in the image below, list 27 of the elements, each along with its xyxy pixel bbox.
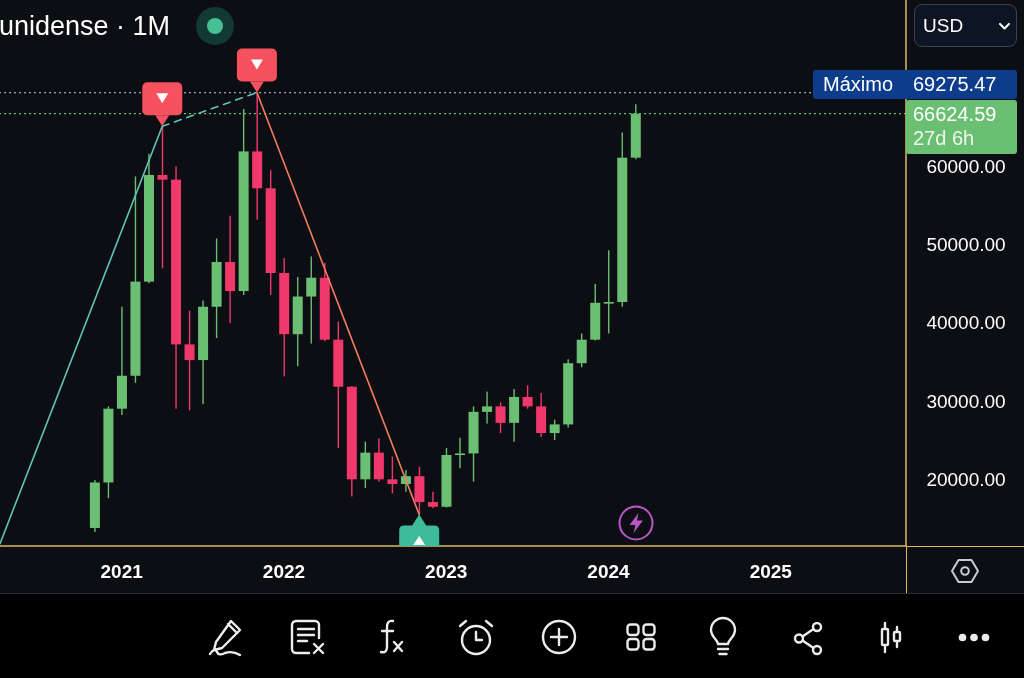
x-tick-label: 2025 — [749, 560, 793, 582]
candlestick — [495, 401, 506, 434]
y-tick-label: 40000.00 — [926, 311, 1006, 333]
y-axis-title: USD — [923, 15, 964, 36]
candlestick — [387, 455, 398, 495]
candlestick — [549, 419, 560, 441]
candlestick — [455, 437, 465, 470]
candlestick — [306, 255, 317, 345]
ref-line-label: Máximo — [823, 72, 894, 95]
x-tick-label: 2021 — [100, 560, 144, 582]
x-tick-label: 2023 — [425, 560, 468, 582]
x-tick-label: 2024 — [587, 560, 631, 582]
candlestick — [184, 309, 195, 411]
candlestick — [482, 390, 493, 425]
y-tick-label: 60000.00 — [926, 155, 1006, 177]
y-tick-label: 20000.00 — [926, 468, 1006, 490]
candlestick — [603, 249, 614, 335]
y-tick-label: 50000.00 — [926, 233, 1006, 255]
ref-line-label: 27d 6h — [913, 126, 975, 149]
y-tick-label: 30000.00 — [926, 390, 1006, 412]
x-tick-label: 2022 — [262, 560, 306, 582]
text: 69275.47 — [913, 72, 997, 95]
chart-title: unidense · 1M — [0, 10, 171, 41]
text: 66624.59 — [913, 102, 997, 125]
candlestick — [522, 384, 533, 410]
candlestick — [576, 332, 587, 368]
candlestick — [427, 491, 438, 510]
